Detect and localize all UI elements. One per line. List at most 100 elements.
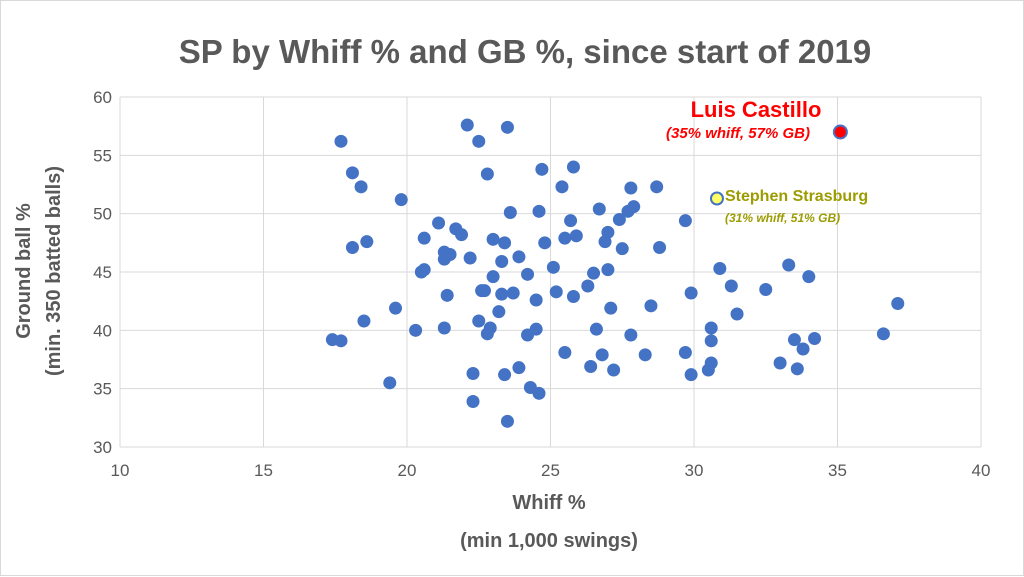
- data-point: [730, 307, 744, 321]
- y-tick-label: 60: [93, 88, 112, 107]
- data-point: [345, 166, 359, 180]
- data-point: [555, 180, 569, 194]
- data-point: [432, 216, 446, 230]
- data-point: [500, 414, 514, 428]
- data-point: [480, 327, 494, 341]
- data-point: [564, 214, 578, 228]
- data-point: [684, 286, 698, 300]
- data-point: [503, 206, 517, 219]
- castillo-label: Luis Castillo: [691, 97, 822, 122]
- y-tick-label: 50: [93, 205, 112, 224]
- data-point: [492, 305, 506, 319]
- data-point: [394, 193, 408, 207]
- data-point: [607, 363, 621, 377]
- gridlines: [119, 96, 982, 448]
- data-point: [808, 332, 822, 345]
- y-tick-label: 45: [93, 263, 112, 282]
- y-axis-subtitle: (min. 350 batted balls): [43, 166, 65, 376]
- y-tick-label: 35: [93, 380, 112, 399]
- data-point: [521, 267, 535, 281]
- data-point: [538, 236, 552, 250]
- data-point: [472, 314, 486, 328]
- data-point: [569, 229, 583, 243]
- data-point: [601, 263, 615, 277]
- data-point: [653, 241, 667, 254]
- data-point: [581, 279, 595, 293]
- data-point: [417, 263, 431, 277]
- x-axis-subtitle: (min 1,000 swings): [460, 530, 638, 552]
- data-point: [684, 368, 698, 382]
- data-point: [500, 120, 514, 134]
- data-point: [566, 160, 580, 174]
- data-point: [463, 251, 477, 265]
- data-point: [704, 334, 718, 348]
- data-point: [802, 270, 816, 284]
- data-point: [876, 327, 890, 341]
- data-point: [558, 346, 572, 359]
- castillo-point: [832, 124, 848, 140]
- data-point: [595, 348, 609, 362]
- y-axis-title: Ground ball %: [13, 203, 35, 339]
- data-point: [409, 323, 423, 337]
- data-point: [529, 322, 543, 336]
- data-point: [782, 258, 796, 272]
- y-tick-label: 30: [93, 438, 112, 457]
- x-axis-title: Whiff %: [512, 492, 586, 514]
- data-points: [325, 118, 905, 428]
- data-point: [612, 213, 626, 226]
- y-tick-label: 55: [93, 146, 112, 165]
- castillo-detail: (35% whiff, 57% GB): [666, 125, 810, 142]
- data-point: [477, 284, 491, 298]
- x-tick-label: 25: [541, 461, 560, 480]
- data-point: [759, 283, 773, 296]
- data-point: [480, 167, 494, 181]
- chart-title: SP by Whiff % and GB %, since start of 2…: [179, 33, 872, 70]
- data-point: [460, 118, 474, 132]
- data-point: [495, 255, 509, 268]
- data-point: [713, 262, 727, 275]
- highlighted-points: [709, 124, 848, 206]
- data-point: [486, 232, 500, 246]
- data-point: [796, 342, 810, 356]
- data-point: [498, 368, 512, 382]
- data-point: [334, 334, 348, 348]
- data-point: [638, 348, 652, 362]
- data-point: [566, 290, 580, 303]
- data-point: [587, 266, 601, 280]
- data-point: [724, 279, 738, 293]
- data-point: [624, 181, 638, 195]
- data-point: [546, 260, 560, 274]
- x-tick-label: 30: [685, 461, 704, 480]
- data-point: [437, 321, 451, 335]
- strasburg-detail: (31% whiff, 51% GB): [725, 211, 840, 225]
- x-tick-label: 35: [828, 461, 847, 480]
- data-point: [787, 333, 801, 347]
- data-point: [417, 231, 431, 245]
- data-point: [773, 356, 787, 370]
- x-tick-label: 10: [111, 461, 130, 480]
- data-point: [472, 134, 486, 148]
- data-point: [345, 241, 359, 254]
- y-tick-labels: 30 35 40 45 50 55 60: [93, 88, 112, 457]
- data-point: [589, 322, 603, 336]
- data-point: [558, 231, 572, 245]
- data-point: [495, 287, 509, 301]
- data-point: [466, 367, 480, 380]
- x-tick-label: 20: [398, 461, 417, 480]
- data-point: [360, 235, 374, 249]
- data-point: [443, 248, 457, 261]
- data-point: [704, 321, 718, 335]
- data-point: [650, 180, 664, 194]
- data-point: [383, 376, 397, 390]
- data-point: [512, 250, 526, 264]
- data-point: [644, 299, 658, 313]
- data-point: [532, 386, 546, 400]
- data-point: [455, 228, 469, 242]
- data-point: [592, 202, 606, 216]
- data-point: [354, 180, 368, 194]
- data-point: [466, 395, 480, 408]
- x-tick-labels: 10 15 20 25 30 35 40: [111, 461, 991, 480]
- data-point: [334, 134, 348, 148]
